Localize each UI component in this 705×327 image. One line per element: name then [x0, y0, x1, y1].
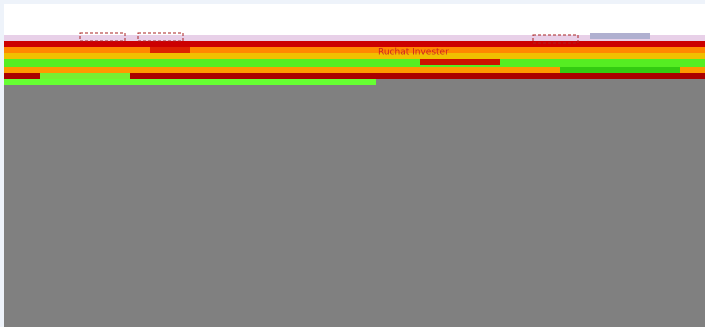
label: Ruchat Invester	[378, 48, 449, 58]
glitch-band: Ruchat Invester	[4, 32, 705, 85]
stripe	[4, 59, 705, 67]
block	[150, 47, 190, 53]
stripe	[376, 79, 705, 85]
gray-area	[4, 85, 705, 327]
stripe	[4, 79, 376, 85]
block	[420, 59, 500, 65]
stripe	[4, 47, 705, 53]
dashed-box	[137, 32, 184, 42]
block	[40, 73, 130, 79]
stripe	[4, 67, 705, 73]
dashed-box	[532, 34, 579, 44]
block	[560, 67, 680, 73]
block	[590, 33, 650, 39]
stripe	[4, 73, 705, 79]
dashed-box	[79, 32, 126, 42]
stripe	[4, 41, 705, 47]
stripe	[4, 35, 705, 43]
stripe	[4, 53, 705, 59]
top-bar	[4, 4, 705, 35]
